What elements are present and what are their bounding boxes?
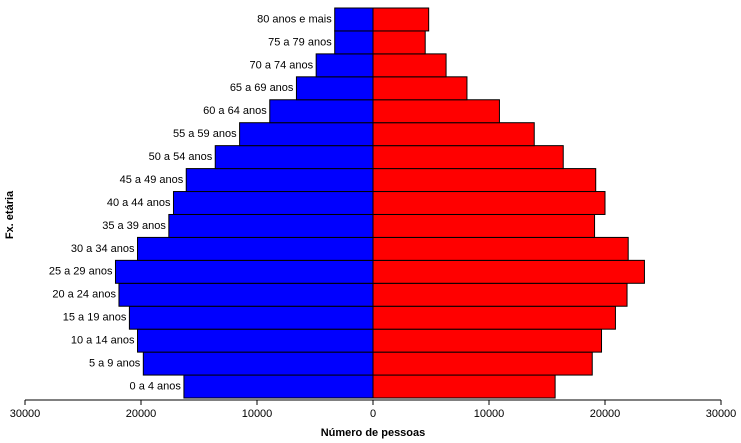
x-tick-label: 30000 — [706, 408, 737, 420]
y-tick-label: 15 a 19 anos — [63, 312, 127, 324]
bar — [372, 282, 628, 307]
y-tick-label: 70 a 74 anos — [250, 59, 314, 71]
x-tick-label: 10000 — [242, 408, 273, 420]
y-tick-label: 50 a 54 anos — [149, 151, 213, 163]
bar — [372, 53, 447, 78]
bar — [372, 236, 629, 261]
bar — [315, 53, 374, 78]
y-tick-label: 30 a 34 anos — [71, 243, 135, 255]
bar — [372, 145, 564, 170]
y-tick-label: 60 a 64 anos — [203, 105, 267, 117]
bar — [372, 30, 426, 55]
bar — [372, 168, 597, 193]
y-tick-label: 45 a 49 anos — [120, 174, 184, 186]
y-tick-label: 10 a 14 anos — [71, 335, 135, 347]
bar — [128, 305, 374, 330]
bar — [142, 351, 374, 376]
bar — [372, 213, 596, 238]
y-tick-label: 65 a 69 anos — [230, 82, 294, 94]
y-tick-label: 0 a 4 anos — [130, 380, 182, 392]
bar — [372, 328, 603, 353]
y-axis-title: Fx. etária — [4, 190, 16, 239]
bar — [183, 374, 374, 399]
bar — [372, 259, 645, 284]
bar — [295, 76, 374, 101]
bar — [372, 122, 535, 147]
y-tick-label: 20 a 24 anos — [52, 289, 116, 301]
bar — [239, 122, 374, 147]
bar — [168, 213, 374, 238]
x-axis-title: Número de pessoas — [321, 427, 426, 439]
bar — [214, 145, 374, 170]
bar — [137, 328, 374, 353]
bar — [372, 305, 616, 330]
bar — [372, 99, 500, 124]
bar — [172, 191, 374, 215]
bar — [114, 259, 374, 284]
bar — [334, 7, 374, 32]
x-tick-label: 0 — [370, 408, 376, 420]
y-tick-label: 80 anos e mais — [257, 13, 332, 25]
bar — [372, 7, 430, 32]
bar — [372, 374, 556, 399]
y-tick-label: 55 a 59 anos — [173, 128, 237, 140]
bar — [372, 351, 593, 376]
bar — [185, 168, 374, 193]
y-tick-label: 75 a 79 anos — [268, 36, 332, 48]
bar — [137, 236, 374, 261]
bar — [372, 191, 606, 215]
bar — [334, 30, 374, 55]
bar — [269, 99, 374, 124]
x-tick-label: 10000 — [474, 408, 505, 420]
y-tick-label: 5 a 9 anos — [89, 357, 141, 369]
x-tick-label: 20000 — [590, 408, 621, 420]
y-tick-label: 35 a 39 anos — [102, 220, 166, 232]
x-tick-label: 30000 — [10, 408, 41, 420]
bar — [118, 282, 374, 307]
x-tick-label: 20000 — [126, 408, 157, 420]
y-tick-label: 25 a 29 anos — [49, 266, 113, 278]
bar — [372, 76, 468, 101]
y-tick-label: 40 a 44 anos — [107, 197, 171, 209]
